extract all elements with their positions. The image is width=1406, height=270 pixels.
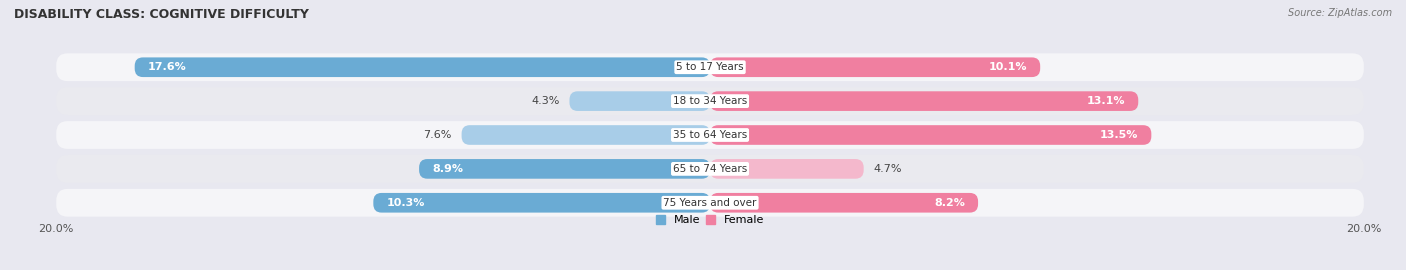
Text: 8.2%: 8.2%: [934, 198, 965, 208]
FancyBboxPatch shape: [569, 91, 710, 111]
FancyBboxPatch shape: [56, 121, 1364, 149]
Text: 13.5%: 13.5%: [1099, 130, 1139, 140]
Text: 18 to 34 Years: 18 to 34 Years: [673, 96, 747, 106]
FancyBboxPatch shape: [56, 87, 1364, 115]
FancyBboxPatch shape: [56, 155, 1364, 183]
FancyBboxPatch shape: [56, 189, 1364, 217]
FancyBboxPatch shape: [710, 193, 979, 212]
FancyBboxPatch shape: [710, 91, 1139, 111]
Text: 8.9%: 8.9%: [432, 164, 463, 174]
Text: 10.3%: 10.3%: [387, 198, 425, 208]
FancyBboxPatch shape: [461, 125, 710, 145]
FancyBboxPatch shape: [710, 58, 1040, 77]
Text: DISABILITY CLASS: COGNITIVE DIFFICULTY: DISABILITY CLASS: COGNITIVE DIFFICULTY: [14, 8, 309, 21]
Text: 4.3%: 4.3%: [531, 96, 560, 106]
Legend: Male, Female: Male, Female: [651, 211, 769, 230]
FancyBboxPatch shape: [710, 125, 1152, 145]
Text: 35 to 64 Years: 35 to 64 Years: [673, 130, 747, 140]
FancyBboxPatch shape: [710, 159, 863, 179]
Text: 75 Years and over: 75 Years and over: [664, 198, 756, 208]
Text: Source: ZipAtlas.com: Source: ZipAtlas.com: [1288, 8, 1392, 18]
Text: 7.6%: 7.6%: [423, 130, 451, 140]
Text: 13.1%: 13.1%: [1087, 96, 1125, 106]
FancyBboxPatch shape: [56, 53, 1364, 81]
Text: 4.7%: 4.7%: [873, 164, 903, 174]
Text: 17.6%: 17.6%: [148, 62, 187, 72]
Text: 10.1%: 10.1%: [988, 62, 1028, 72]
Text: 65 to 74 Years: 65 to 74 Years: [673, 164, 747, 174]
FancyBboxPatch shape: [135, 58, 710, 77]
Text: 5 to 17 Years: 5 to 17 Years: [676, 62, 744, 72]
FancyBboxPatch shape: [374, 193, 710, 212]
FancyBboxPatch shape: [419, 159, 710, 179]
